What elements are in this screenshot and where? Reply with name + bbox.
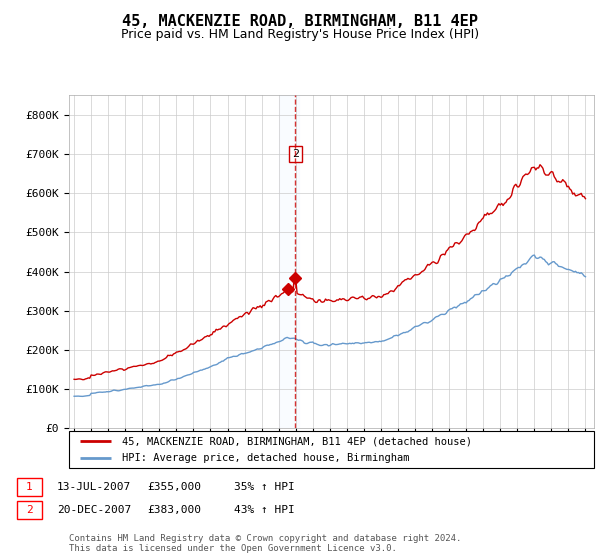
Text: 20-DEC-2007: 20-DEC-2007	[57, 505, 131, 515]
Text: 1: 1	[26, 482, 33, 492]
Text: £383,000: £383,000	[147, 505, 201, 515]
Text: 43% ↑ HPI: 43% ↑ HPI	[234, 505, 295, 515]
Text: 45, MACKENZIE ROAD, BIRMINGHAM, B11 4EP (detached house): 45, MACKENZIE ROAD, BIRMINGHAM, B11 4EP …	[121, 436, 472, 446]
Text: HPI: Average price, detached house, Birmingham: HPI: Average price, detached house, Birm…	[121, 453, 409, 463]
Text: £355,000: £355,000	[147, 482, 201, 492]
Bar	[278, 95, 299, 428]
Text: 13-JUL-2007: 13-JUL-2007	[57, 482, 131, 492]
Text: Price paid vs. HM Land Registry's House Price Index (HPI): Price paid vs. HM Land Registry's House …	[121, 28, 479, 41]
FancyBboxPatch shape	[69, 431, 594, 468]
Text: 45, MACKENZIE ROAD, BIRMINGHAM, B11 4EP: 45, MACKENZIE ROAD, BIRMINGHAM, B11 4EP	[122, 14, 478, 29]
Text: 2: 2	[26, 505, 33, 515]
Text: 35% ↑ HPI: 35% ↑ HPI	[234, 482, 295, 492]
Text: Contains HM Land Registry data © Crown copyright and database right 2024.
This d: Contains HM Land Registry data © Crown c…	[69, 534, 461, 553]
Text: 2: 2	[292, 149, 299, 159]
